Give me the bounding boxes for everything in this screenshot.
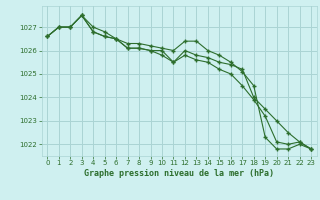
X-axis label: Graphe pression niveau de la mer (hPa): Graphe pression niveau de la mer (hPa): [84, 169, 274, 178]
